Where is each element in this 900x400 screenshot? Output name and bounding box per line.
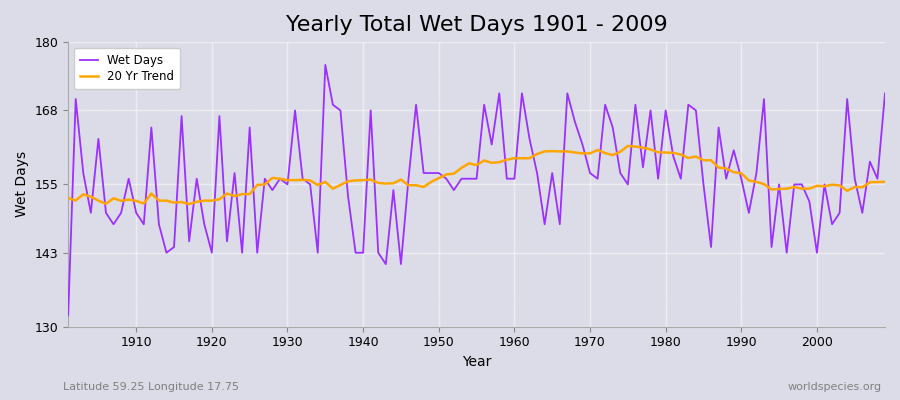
20 Yr Trend bbox=[608, 153, 618, 158]
Wet Days bbox=[608, 125, 618, 130]
20 Yr Trend bbox=[517, 156, 527, 161]
Wet Days bbox=[63, 313, 74, 318]
Wet Days bbox=[879, 91, 890, 96]
Line: 20 Yr Trend: 20 Yr Trend bbox=[68, 146, 885, 204]
Title: Yearly Total Wet Days 1901 - 2009: Yearly Total Wet Days 1901 - 2009 bbox=[285, 15, 668, 35]
Wet Days bbox=[320, 62, 330, 67]
20 Yr Trend bbox=[297, 178, 308, 182]
20 Yr Trend bbox=[63, 196, 74, 200]
Text: Latitude 59.25 Longitude 17.75: Latitude 59.25 Longitude 17.75 bbox=[63, 382, 239, 392]
X-axis label: Year: Year bbox=[462, 355, 491, 369]
Wet Days bbox=[123, 176, 134, 181]
Y-axis label: Wet Days: Wet Days bbox=[15, 151, 29, 218]
Text: worldspecies.org: worldspecies.org bbox=[788, 382, 882, 392]
20 Yr Trend bbox=[509, 156, 520, 161]
Wet Days bbox=[343, 194, 354, 198]
20 Yr Trend bbox=[184, 202, 194, 206]
Wet Days bbox=[509, 176, 520, 181]
Line: Wet Days: Wet Days bbox=[68, 65, 885, 315]
20 Yr Trend bbox=[879, 180, 890, 184]
Wet Days bbox=[290, 108, 301, 113]
Legend: Wet Days, 20 Yr Trend: Wet Days, 20 Yr Trend bbox=[74, 48, 180, 89]
20 Yr Trend bbox=[343, 179, 354, 184]
20 Yr Trend bbox=[623, 144, 634, 148]
Wet Days bbox=[517, 91, 527, 96]
20 Yr Trend bbox=[123, 197, 134, 202]
